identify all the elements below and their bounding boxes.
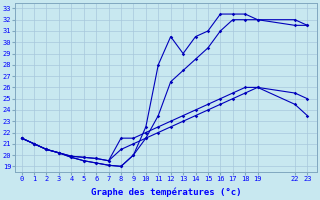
- X-axis label: Graphe des températures (°c): Graphe des températures (°c): [91, 188, 242, 197]
